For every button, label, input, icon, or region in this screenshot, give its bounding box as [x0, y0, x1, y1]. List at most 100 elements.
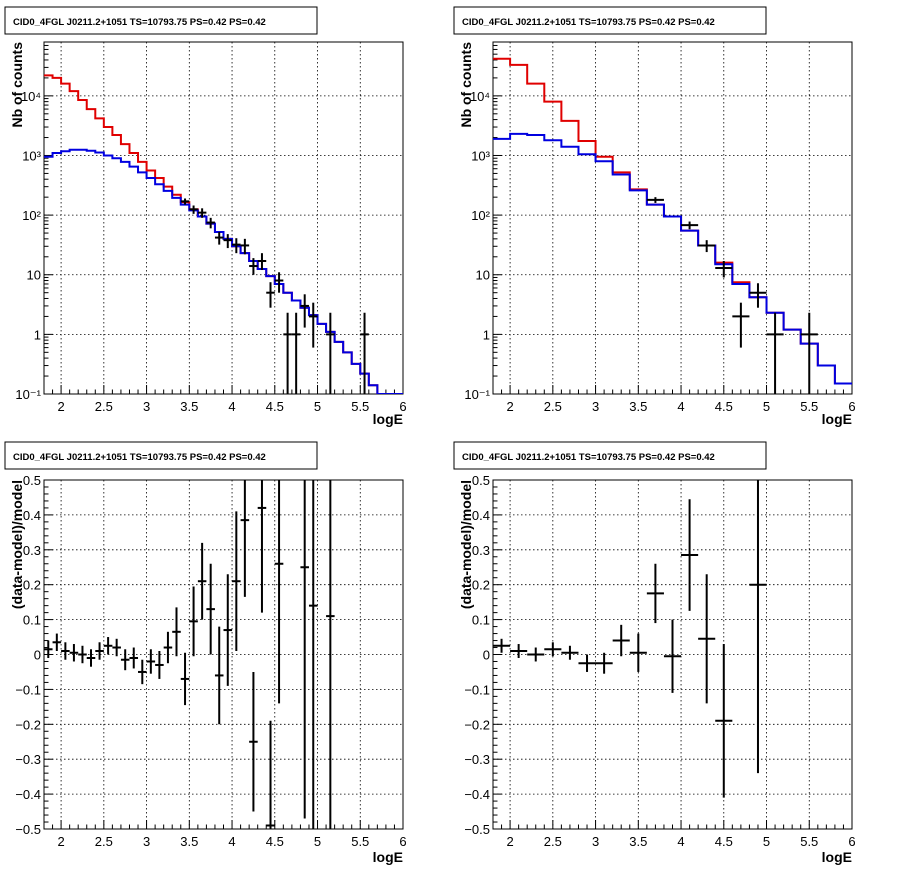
y-tick-label: 10⁴: [21, 89, 41, 104]
data-point: [291, 312, 301, 394]
x-tick-label: 5.5: [351, 834, 369, 849]
data-points: [44, 480, 335, 829]
y-tick-label: −0.2: [464, 717, 490, 732]
data-point: [206, 563, 215, 655]
model-component-series: [44, 148, 403, 394]
y-tick-label: 0.1: [23, 613, 41, 628]
data-point: [612, 624, 630, 657]
x-tick-label: 2.5: [544, 399, 562, 414]
data-point: [800, 312, 818, 394]
y-axis-label: (data-model)/model: [9, 480, 25, 609]
y-tick-label: 0: [483, 648, 490, 663]
x-tick-label: 3: [143, 399, 150, 414]
data-point: [300, 480, 309, 819]
x-tick-label: 5: [314, 834, 321, 849]
panel-bottom-left-residuals: CID0_4FGL J0211.2+1051 TS=10793.75 PS=0.…: [4, 441, 407, 865]
panel-top-left-counts: CID0_4FGL J0211.2+1051 TS=10793.75 PS=0.…: [4, 6, 407, 427]
x-axis-label: logE: [373, 849, 403, 865]
data-points: [646, 197, 818, 394]
data-point: [257, 253, 267, 271]
x-axis-label: logE: [373, 411, 403, 427]
data-point: [715, 260, 733, 278]
data-point: [129, 647, 139, 669]
data-point: [527, 647, 545, 662]
x-tick-label: 5.5: [800, 399, 818, 414]
y-tick-label: 0.3: [472, 543, 490, 558]
data-point: [189, 205, 198, 214]
y-tick-label: 0.4: [472, 508, 490, 523]
y-tick-label: −0.3: [15, 752, 41, 767]
x-tick-label: 3.5: [629, 399, 647, 414]
data-point: [308, 302, 318, 348]
x-tick-label: 3.5: [180, 399, 198, 414]
x-tick-label: 2.5: [95, 834, 113, 849]
data-point: [629, 633, 647, 672]
chart-title: CID0_4FGL J0211.2+1051 TS=10793.75 PS=0.…: [462, 17, 715, 28]
data-point: [197, 208, 207, 218]
data-point: [681, 499, 699, 611]
x-tick-label: 3: [143, 834, 150, 849]
x-tick-label: 6: [399, 399, 406, 414]
y-axis-label: Nb of counts: [9, 42, 25, 128]
data-point: [180, 652, 190, 706]
y-tick-label: −0.4: [464, 787, 490, 802]
grid: [493, 42, 852, 394]
y-tick-label: −0.2: [15, 717, 41, 732]
data-point: [698, 240, 716, 253]
data-point: [223, 574, 233, 686]
panel-top-right-counts: CID0_4FGL J0211.2+1051 TS=10793.75 PS=0.…: [453, 6, 856, 427]
x-tick-label: 5.5: [800, 834, 818, 849]
data-point: [189, 586, 198, 657]
y-tick-label: 0.3: [23, 543, 41, 558]
y-tick-label: −0.3: [464, 752, 490, 767]
x-tick-label: 2.5: [544, 834, 562, 849]
x-tick-label: 5: [314, 399, 321, 414]
data-point: [360, 312, 369, 394]
x-tick-label: 2: [506, 834, 513, 849]
data-point: [69, 644, 79, 662]
y-tick-label: −0.1: [464, 682, 490, 697]
title-box: [453, 6, 767, 35]
data-point: [223, 234, 233, 249]
panel-bottom-right-residuals: CID0_4FGL J0211.2+1051 TS=10793.75 PS=0.…: [453, 441, 856, 865]
x-tick-label: 4: [677, 399, 684, 414]
x-tick-label: 3.5: [180, 834, 198, 849]
data-point: [646, 563, 664, 624]
data-points: [493, 480, 767, 798]
y-tick-label: 10²: [471, 208, 490, 223]
data-point: [663, 619, 682, 693]
x-tick-label: 5: [763, 399, 770, 414]
data-point: [240, 238, 250, 255]
data-point: [172, 607, 181, 657]
data-point: [138, 659, 147, 685]
x-tick-label: 3: [592, 834, 599, 849]
y-tick-label: 0.1: [472, 613, 490, 628]
data-point: [249, 258, 258, 275]
y-tick-label: 10: [476, 268, 490, 283]
data-point: [240, 480, 250, 597]
data-point: [249, 671, 258, 812]
y-axis-label: (data-model)/model: [458, 480, 474, 609]
chart-title: CID0_4FGL J0211.2+1051 TS=10793.75 PS=0.…: [13, 17, 266, 28]
y-tick-label: 10³: [471, 148, 490, 163]
x-axis-label: logE: [822, 849, 852, 865]
data-point: [578, 654, 596, 672]
y-tick-label: 1: [483, 327, 490, 342]
x-tick-label: 4: [228, 834, 235, 849]
chart-title: CID0_4FGL J0211.2+1051 TS=10793.75 PS=0.…: [462, 452, 715, 463]
data-points: [180, 198, 369, 394]
data-point: [214, 626, 224, 725]
y-tick-label: −0.5: [15, 822, 41, 837]
data-point: [180, 198, 190, 205]
x-tick-label: 6: [399, 834, 406, 849]
title-box: [4, 441, 318, 470]
data-point: [595, 652, 613, 674]
x-tick-label: 4.5: [715, 834, 733, 849]
data-point: [266, 282, 275, 308]
plot-frame: [43, 41, 404, 395]
y-tick-label: 10⁻¹: [15, 387, 41, 402]
y-tick-label: −0.1: [15, 682, 41, 697]
x-tick-label: 3.5: [629, 834, 647, 849]
data-point: [257, 480, 267, 613]
data-point: [766, 312, 784, 394]
